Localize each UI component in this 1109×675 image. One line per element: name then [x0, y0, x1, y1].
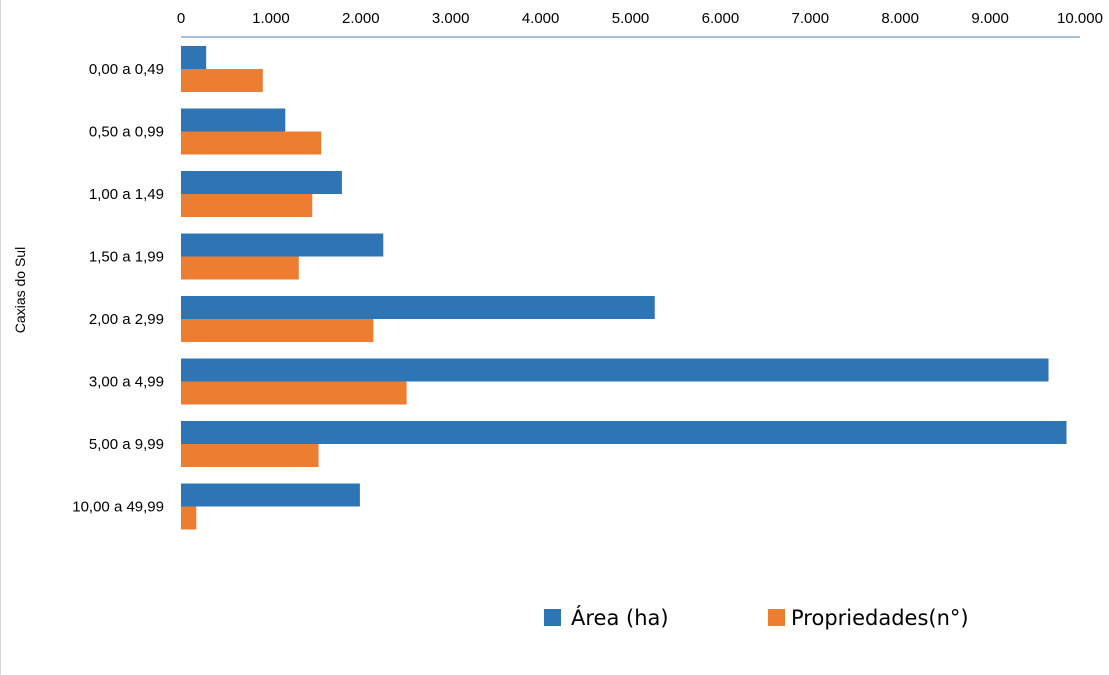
x-tick-label: 6.000 [702, 10, 740, 27]
category-label: 10,00 a 49,99 [72, 499, 164, 516]
category-label: 1,00 a 1,49 [89, 186, 164, 203]
bar-area [181, 233, 384, 257]
bar-area [181, 421, 1067, 444]
bar-propriedades [181, 506, 197, 530]
x-tick-label: 8.000 [881, 10, 919, 27]
x-tick-label: 3.000 [432, 10, 470, 27]
x-tick-label: 9.000 [971, 10, 1009, 27]
category-label: 0,50 a 0,99 [89, 124, 164, 141]
bar-propriedades [181, 381, 407, 405]
bar-propriedades [181, 319, 374, 342]
bar-area [181, 108, 286, 132]
x-tick-label: 4.000 [522, 10, 560, 27]
legend-label: Área (ha) [571, 605, 669, 630]
x-tick-label: 2.000 [342, 10, 380, 27]
legend-label: Propriedades(n°) [791, 606, 969, 630]
legend-swatch [768, 609, 785, 626]
x-tick-labels: 0 1.000 2.000 3.000 4.000 5.000 6.000 7.000 8.00… [177, 10, 1103, 27]
category-labels: 0,00 a 0,49 0,50 a 0,99 1,00 a 1,49 1,50 a … [72, 61, 164, 516]
bar-propriedades [181, 194, 313, 217]
bar-propriedades [181, 69, 263, 92]
y-axis-label: Caxias do Sul [12, 247, 28, 333]
x-tick-label: 7.000 [792, 10, 830, 27]
x-tick-label: 0 [177, 10, 185, 27]
bar-area [181, 46, 207, 69]
category-label: 5,00 a 9,99 [89, 436, 164, 453]
category-label: 3,00 a 4,99 [89, 374, 164, 391]
bar-area [181, 296, 655, 319]
x-tick-label: 10.000 [1057, 10, 1103, 27]
bar-propriedades [181, 444, 319, 467]
legend: Área (ha) Propriedades(n°) [544, 605, 969, 630]
bar-propriedades [181, 256, 299, 280]
x-tick-label: 5.000 [612, 10, 650, 27]
bar-area [181, 358, 1049, 382]
category-label: 2,00 a 2,99 [89, 311, 164, 328]
legend-swatch [544, 609, 561, 626]
category-label: 0,00 a 0,49 [89, 61, 164, 78]
bars [181, 46, 1067, 530]
bar-area [181, 483, 360, 507]
bar-propriedades [181, 131, 322, 155]
bar-area [181, 171, 342, 194]
category-label: 1,50 a 1,99 [89, 249, 164, 266]
x-tick-label: 1.000 [252, 10, 290, 27]
